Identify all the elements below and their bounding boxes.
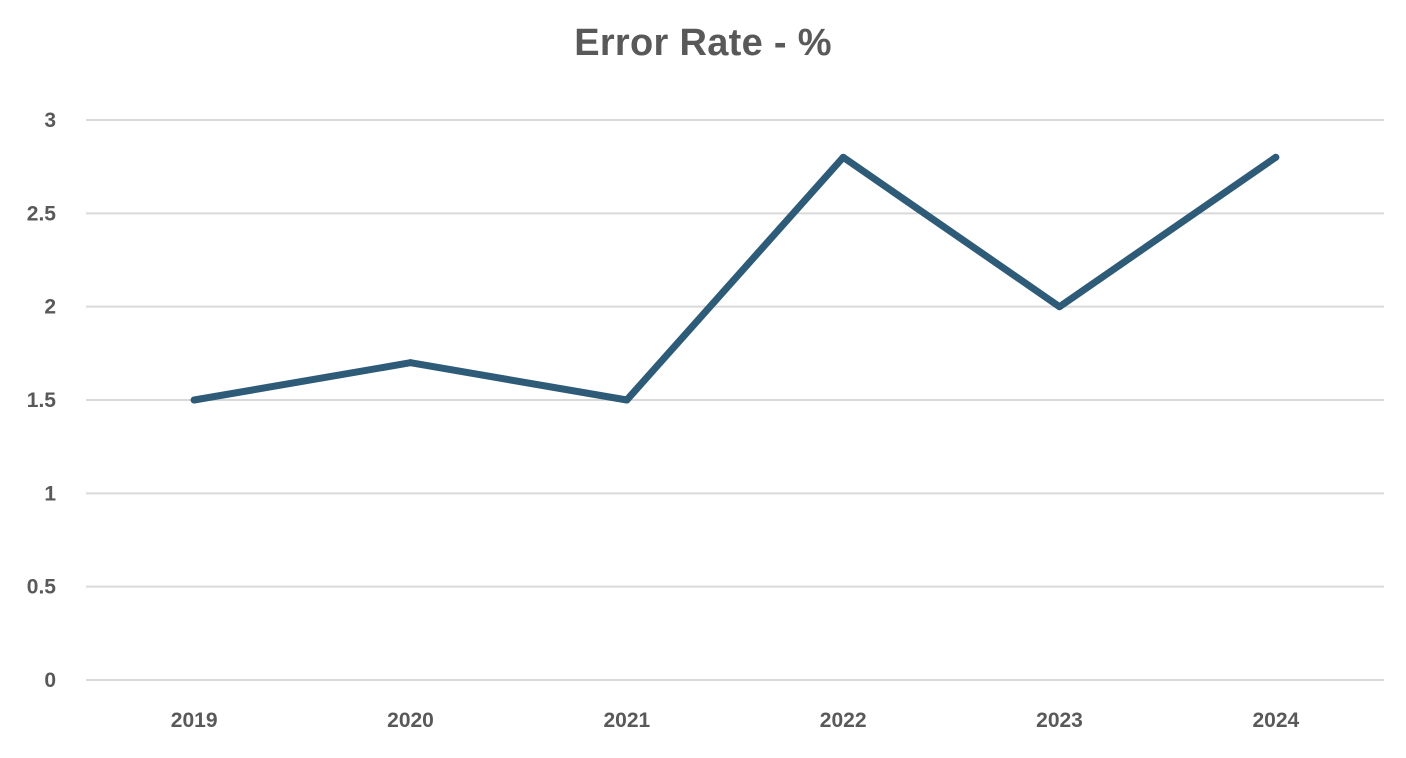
data-point <box>407 359 414 367</box>
y-tick-label: 3 <box>44 109 56 132</box>
y-axis-tick-labels: 0 0.5 1 1.5 2 2.5 3 <box>27 109 57 692</box>
y-tick-label: 1 <box>44 482 56 505</box>
data-point <box>190 396 198 404</box>
x-tick-label: 2020 <box>387 709 434 732</box>
y-tick-label: 2 <box>44 296 56 319</box>
x-tick-label: 2024 <box>1252 709 1299 732</box>
x-tick-label: 2019 <box>171 709 218 732</box>
data-point <box>839 153 847 161</box>
x-tick-label: 2022 <box>820 709 867 732</box>
gridlines <box>86 119 1384 681</box>
x-tick-label: 2023 <box>1036 709 1083 732</box>
data-point <box>1272 153 1280 161</box>
x-tick-label: 2021 <box>603 709 650 732</box>
y-tick-label: 2.5 <box>27 202 57 225</box>
series-group <box>190 153 1280 404</box>
y-tick-label: 1.5 <box>27 389 57 412</box>
y-tick-label: 0.5 <box>27 576 57 599</box>
chart-title: Error Rate - % <box>574 22 832 64</box>
y-tick-label: 0 <box>44 669 56 692</box>
data-point <box>623 396 631 404</box>
series-line <box>190 153 1280 404</box>
data-point <box>1056 303 1063 311</box>
x-axis-tick-labels: 2019 2020 2021 2022 2023 2024 <box>171 709 1300 732</box>
